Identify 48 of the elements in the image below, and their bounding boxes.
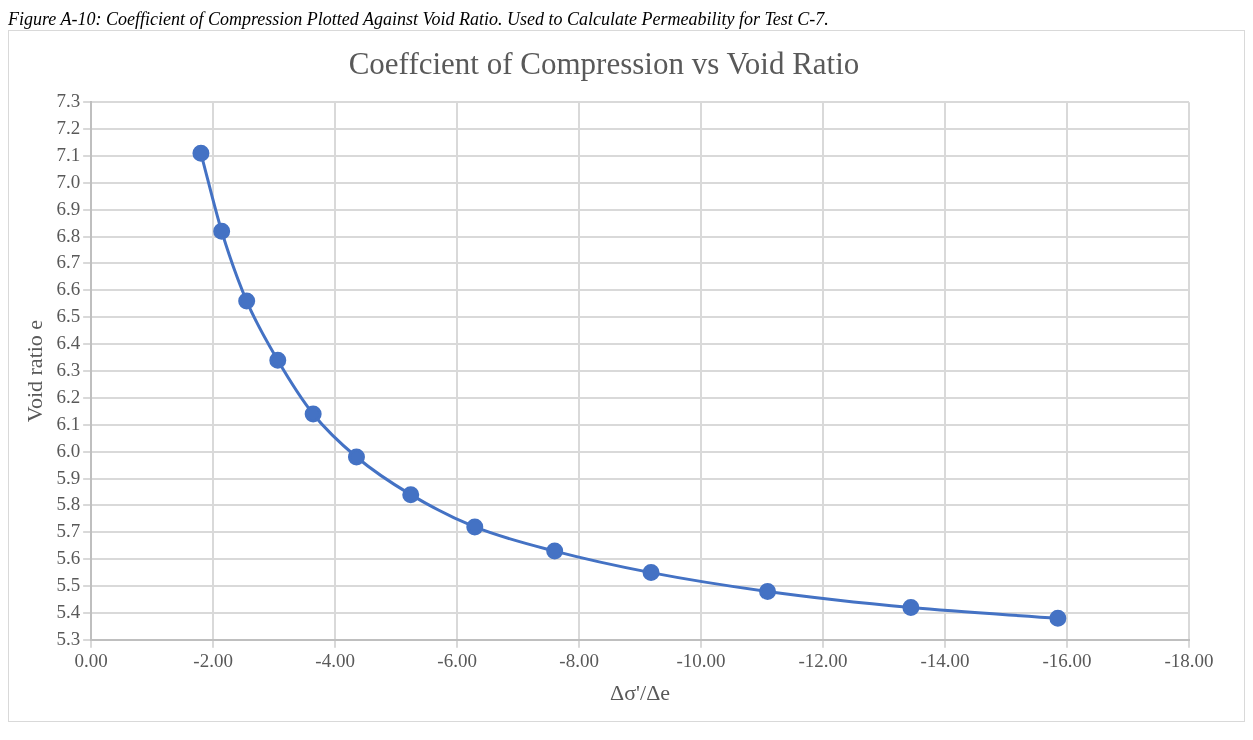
y-tick-label: 5.8 [56,493,81,515]
x-tick-label: -10.00 [676,650,726,672]
x-tick-label: -18.00 [1164,650,1214,672]
y-tick-label: 6.3 [56,358,81,380]
point [902,599,920,617]
y-tick-label: 7.1 [56,143,81,165]
x-tick-label: -2.00 [193,650,233,672]
point [347,448,365,466]
point [192,144,210,162]
x-tick-label: -4.00 [315,650,355,672]
y-tick-label: 7.0 [56,170,81,192]
x-tick-label: -16.00 [1042,650,1092,672]
y-tick-label: 7.3 [56,90,81,112]
y-axis-title: Void ratio e [21,319,47,423]
point [238,292,256,310]
y-tick-label: 5.5 [56,574,81,596]
y-tick-label: 6.4 [56,332,81,354]
y-tick-label: 6.9 [56,197,81,219]
y-tick-label: 6.8 [56,224,81,246]
point [466,518,484,536]
x-tick-label: -12.00 [798,650,848,672]
y-tick-label: 5.4 [56,600,81,622]
point [213,222,231,240]
point [1049,609,1067,627]
point [642,564,660,582]
point [402,486,420,504]
y-tick-label: 5.3 [56,627,81,649]
y-tick-label: 5.7 [56,520,81,542]
y-tick-label: 6.7 [56,251,81,273]
point [304,405,322,423]
x-tick-label: 0.00 [74,650,108,672]
y-tick-label: 6.0 [56,439,81,461]
y-tick-label: 7.2 [56,117,81,139]
point [269,351,287,369]
y-tick-label: 5.6 [56,547,81,569]
y-tick-label: 5.9 [56,466,81,488]
y-tick-label: 6.1 [56,412,81,434]
text: Figure A-10: Coefficient of Compression Plotted Against Void Ratio. Used to Calculate Permeability for Test C-7. [8,8,830,30]
point [759,582,777,600]
y-tick-label: 6.5 [56,305,81,327]
y-tick-label: 6.2 [56,385,81,407]
x-tick-label: -14.00 [920,650,970,672]
chart-title: Coeffcient of Compression vs Void Ratio [348,45,860,81]
x-axis-title: Δσ'/Δe [610,679,671,705]
point [546,542,564,560]
x-tick-label: -6.00 [437,650,477,672]
y-tick-label: 6.6 [56,278,81,300]
x-tick-label: -8.00 [559,650,599,672]
